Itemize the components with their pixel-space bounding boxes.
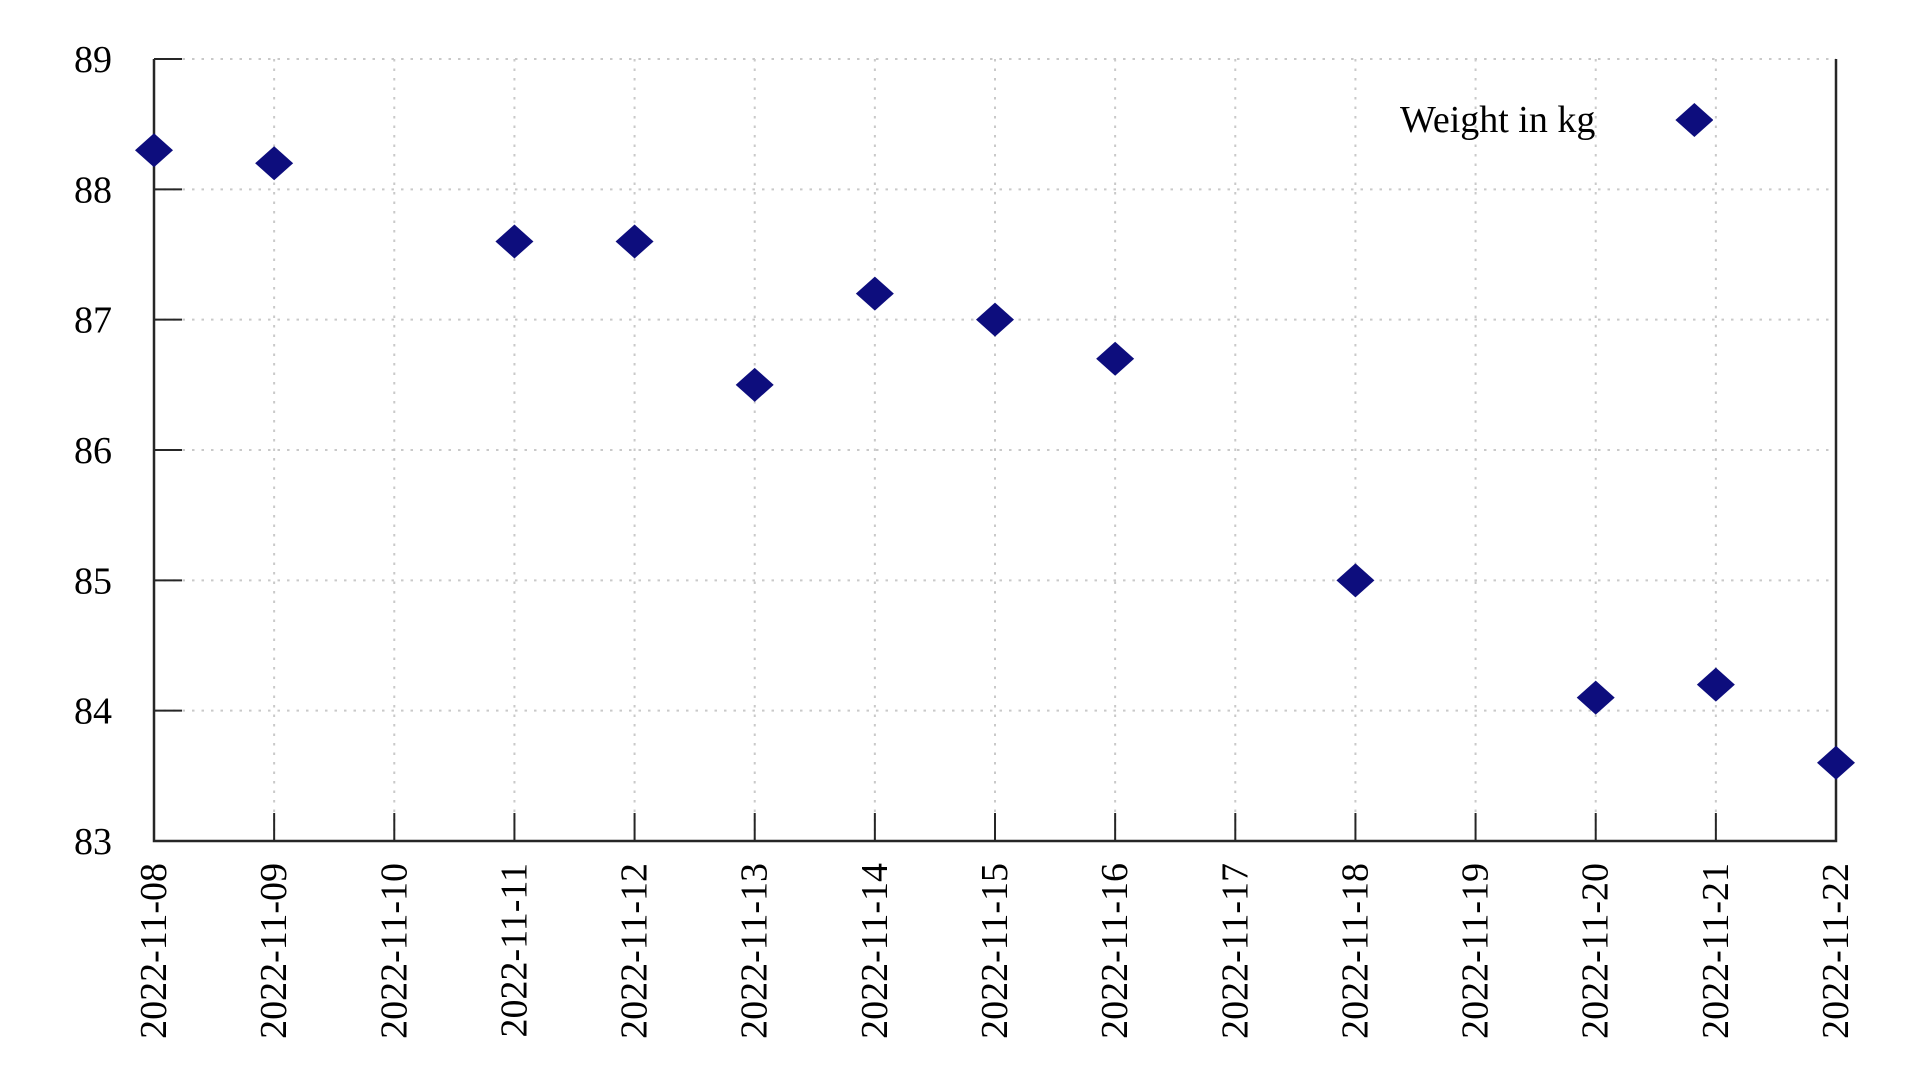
data-point (495, 224, 534, 259)
x-tick-label: 2022-11-13 (734, 863, 776, 1039)
y-tick-label: 88 (74, 169, 112, 211)
data-point (735, 367, 774, 402)
x-tick-label: 2022-11-18 (1334, 863, 1376, 1039)
data-point (1336, 563, 1375, 598)
x-tick-label: 2022-11-19 (1455, 863, 1497, 1039)
data-point (615, 224, 654, 259)
y-tick-label: 84 (74, 691, 112, 733)
x-tick-label: 2022-11-21 (1695, 863, 1737, 1039)
chart-legend: Weight in kg (1400, 96, 1714, 144)
data-point (1696, 667, 1735, 702)
y-tick-label: 85 (74, 560, 112, 602)
x-tick-label: 2022-11-10 (373, 863, 415, 1039)
y-tick-label: 89 (74, 39, 112, 81)
y-tick-label: 87 (74, 300, 112, 342)
data-point (1817, 745, 1855, 780)
x-tick-label: 2022-11-15 (974, 863, 1016, 1039)
x-tick-label: 2022-11-11 (493, 863, 535, 1038)
data-point (855, 276, 894, 311)
data-point (976, 302, 1014, 337)
x-tick-label: 2022-11-22 (1815, 863, 1857, 1039)
data-point (255, 146, 294, 181)
x-tick-label: 2022-11-17 (1214, 863, 1256, 1039)
data-point (135, 133, 173, 168)
x-tick-label: 2022-11-08 (133, 863, 175, 1039)
legend-label: Weight in kg (1400, 99, 1596, 141)
x-tick-label: 2022-11-12 (614, 863, 656, 1039)
x-tick-label: 2022-11-20 (1575, 863, 1617, 1039)
y-tick-label: 86 (74, 430, 112, 472)
x-tick-label: 2022-11-16 (1094, 863, 1136, 1039)
x-tick-label: 2022-11-09 (253, 863, 295, 1039)
data-point (1576, 680, 1615, 715)
diamond-marker-icon (1675, 103, 1714, 137)
data-point (1096, 341, 1135, 376)
y-tick-label: 83 (74, 821, 112, 863)
x-tick-label: 2022-11-14 (854, 863, 896, 1039)
